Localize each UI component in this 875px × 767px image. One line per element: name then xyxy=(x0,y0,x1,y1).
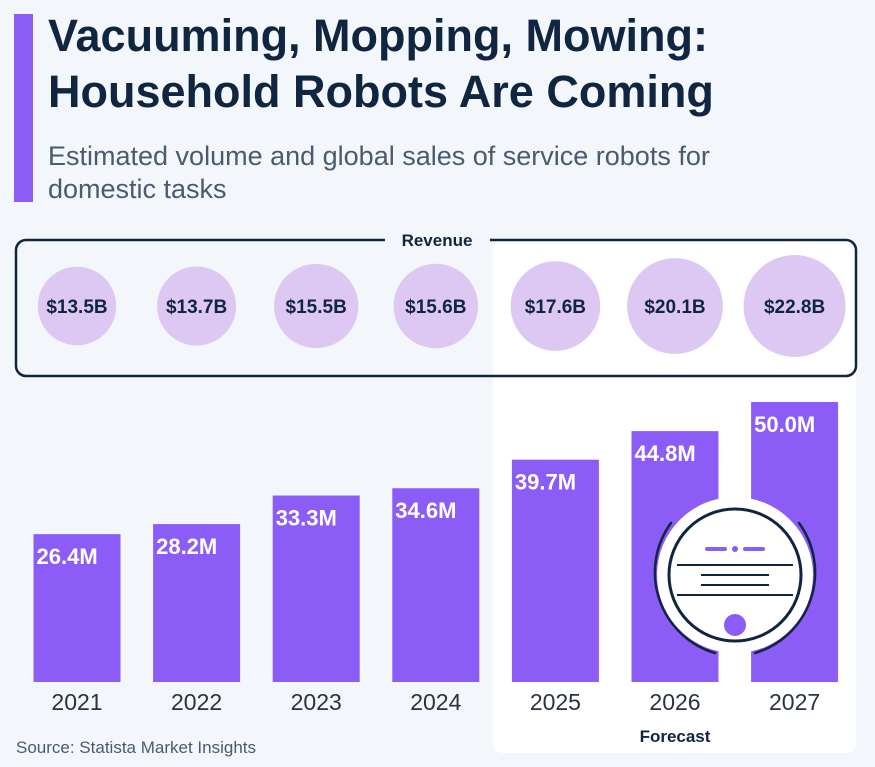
bar xyxy=(153,524,241,682)
revenue-bubble xyxy=(274,263,359,349)
x-tick-label: 2026 xyxy=(649,689,700,715)
revenue-bubble xyxy=(393,263,478,349)
revenue-bubble xyxy=(157,266,237,346)
bar xyxy=(511,459,599,682)
revenue-value-label: $22.8B xyxy=(764,297,825,318)
accent-bar xyxy=(14,14,33,202)
bar-value-label: 39.7M xyxy=(515,470,576,495)
bar xyxy=(392,488,480,682)
bar-value-label: 33.3M xyxy=(276,506,337,531)
x-tick-label: 2021 xyxy=(51,689,102,715)
page-title: Vacuuming, Mopping, Mowing: Household Ro… xyxy=(48,10,714,117)
revenue-bubble xyxy=(743,255,846,357)
forecast-label: Forecast xyxy=(640,727,711,746)
x-tick-label: 2022 xyxy=(171,689,222,715)
bar xyxy=(272,495,360,682)
page-subtitle: Estimated volume and global sales of ser… xyxy=(48,141,710,204)
revenue-value-label: $13.5B xyxy=(46,297,107,318)
revenue-bubble xyxy=(510,261,601,351)
x-tick-label: 2027 xyxy=(769,689,820,715)
revenue-label: Revenue xyxy=(402,231,473,250)
revenue-bubble xyxy=(37,266,117,346)
revenue-value-label: $13.7B xyxy=(166,297,227,318)
revenue-label-background xyxy=(385,230,490,250)
revenue-bubble xyxy=(627,258,723,354)
revenue-value-label: $15.5B xyxy=(286,297,347,318)
x-tick-label: 2025 xyxy=(530,689,581,715)
bar-value-label: 44.8M xyxy=(635,441,696,466)
robot-vacuum-icon xyxy=(653,497,817,655)
bar-value-label: 34.6M xyxy=(395,498,456,523)
bar xyxy=(33,534,121,682)
bar-value-label: 50.0M xyxy=(754,412,815,437)
x-tick-label: 2023 xyxy=(291,689,342,715)
revenue-value-label: $17.6B xyxy=(525,297,586,318)
revenue-value-label: $15.6B xyxy=(405,297,466,318)
bar-value-label: 26.4M xyxy=(37,544,98,569)
revenue-value-label: $20.1B xyxy=(644,297,705,318)
source-note: Source: Statista Market Insights xyxy=(16,738,256,757)
x-tick-label: 2024 xyxy=(410,689,461,715)
bar-value-label: 28.2M xyxy=(156,534,217,559)
